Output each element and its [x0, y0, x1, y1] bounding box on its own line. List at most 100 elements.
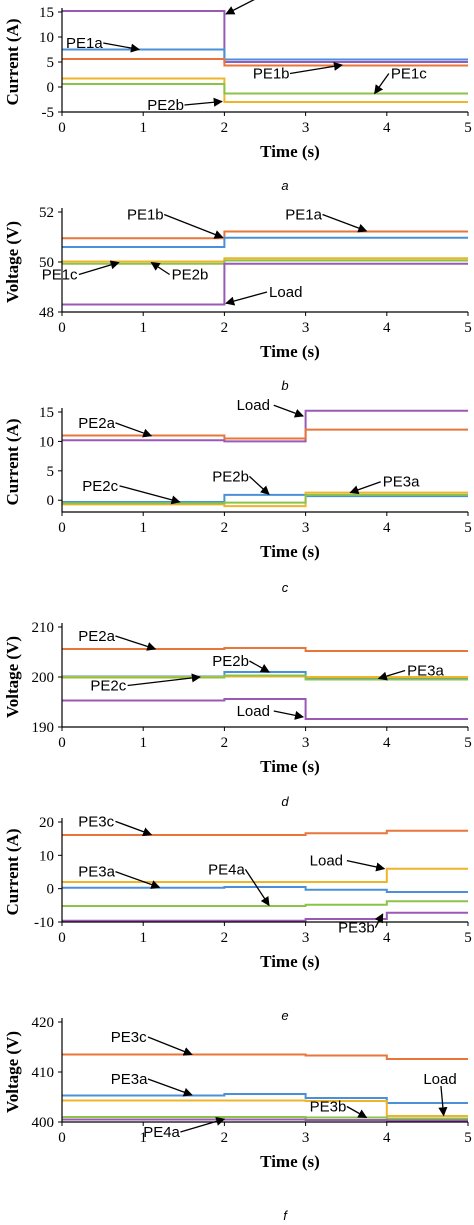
chart-panel-d: 0 1 2 3 4 5 190 200 210 Time (s) Voltage (V) PE2a PE…: [3, 620, 472, 809]
series-line-1: [62, 1053, 468, 1060]
annotation-label: PE2b: [147, 97, 184, 114]
annotation-label: PE2b: [212, 653, 249, 670]
series-line-5: [62, 262, 468, 306]
y-tick-label: -5: [42, 105, 55, 121]
annotation-label: PE2b: [212, 468, 249, 485]
x-axis-label: Time (s): [260, 342, 320, 361]
y-tick-label: -10: [34, 915, 54, 931]
panel-caption: b: [281, 378, 288, 393]
y-tick-label: 48: [39, 305, 54, 321]
y-tick-label: 10: [39, 30, 54, 46]
y-axis-label: Voltage (V): [3, 1031, 22, 1113]
x-tick-label: 3: [302, 1130, 310, 1146]
annotation-arrow: [349, 481, 381, 495]
y-tick-label: 420: [32, 1015, 55, 1031]
x-axis-label: Time (s): [260, 542, 320, 561]
x-tick-label: 2: [221, 520, 229, 536]
y-axis-label: Current (A): [3, 828, 22, 915]
y-tick-label: 0: [47, 882, 55, 898]
annotation-label: PE1a: [66, 35, 103, 52]
annotation-label: PE1b: [127, 207, 164, 224]
annotation-arrow: [184, 97, 223, 107]
annotation-arrow: [127, 673, 201, 687]
annotation-arrow: [115, 820, 153, 837]
x-tick-label: 1: [139, 320, 147, 336]
annotation-label: Load: [423, 1071, 456, 1088]
annotation-arrow: [147, 1036, 193, 1056]
y-tick-label: 200: [32, 670, 55, 686]
series-line-4: [62, 259, 468, 265]
x-tick-label: 1: [139, 120, 147, 136]
annotation-arrow: [289, 61, 344, 75]
annotation-label: PE3a: [383, 474, 420, 491]
annotation-label: PE2a: [78, 628, 115, 645]
x-tick-label: 4: [383, 520, 391, 536]
y-tick-label: 5: [47, 464, 55, 480]
x-tick-label: 2: [221, 930, 229, 946]
annotation-label: PE3b: [310, 1099, 347, 1116]
panel-caption: e: [281, 1008, 288, 1023]
annotation-arrow: [225, 291, 268, 306]
x-tick-label: 4: [383, 735, 391, 751]
x-axis-label: Time (s): [260, 142, 320, 161]
x-tick-label: 5: [464, 120, 472, 136]
annotation-arrow: [322, 213, 368, 233]
y-tick-label: 20: [39, 815, 54, 831]
x-tick-label: 0: [58, 320, 66, 336]
x-tick-label: 2: [221, 1130, 229, 1146]
y-tick-label: 0: [47, 80, 55, 96]
chart-panel-c: 0 1 2 3 4 5 0 5 10 15 Time (s) Current (A) Load PE2a P…: [3, 397, 472, 595]
annotation-arrow: [244, 868, 270, 907]
annotation-arrow: [346, 860, 386, 872]
x-tick-label: 3: [302, 520, 310, 536]
y-axis-label: Voltage (V): [3, 221, 22, 303]
annotation-label: PE1a: [285, 207, 322, 224]
annotation-arrow: [78, 260, 120, 276]
x-tick-label: 1: [139, 930, 147, 946]
series-line-4: [62, 1116, 468, 1120]
annotation-arrow: [346, 1105, 368, 1119]
series-line-2: [62, 428, 468, 440]
x-tick-label: 0: [58, 930, 66, 946]
annotation-label: PE2b: [172, 267, 209, 284]
series-line-5: [62, 698, 468, 720]
annotation-arrow: [438, 1085, 448, 1117]
annotation-arrow: [115, 871, 161, 889]
x-tick-label: 0: [58, 520, 66, 536]
y-axis-label: Current (A): [3, 18, 22, 105]
annotation-label: Load: [269, 0, 302, 2]
series-line-3: [62, 493, 468, 503]
series-line-2: [62, 867, 468, 883]
y-tick-label: 10: [39, 848, 54, 864]
panel-caption: c: [282, 580, 289, 595]
series-line-5: [62, 1118, 468, 1122]
y-tick-label: 15: [39, 5, 54, 21]
series-line-4: [62, 491, 468, 508]
x-axis-label: Time (s): [260, 952, 320, 971]
x-tick-label: 0: [58, 1130, 66, 1146]
annotation-label: Load: [310, 853, 343, 870]
y-tick-label: 50: [39, 255, 54, 271]
x-tick-label: 5: [464, 1130, 472, 1146]
annotation-label: PE3a: [111, 1071, 148, 1088]
y-tick-label: 0: [47, 493, 55, 509]
y-axis-label: Current (A): [3, 418, 22, 505]
annotation-arrow: [273, 404, 305, 418]
series-line-2: [62, 48, 468, 61]
x-tick-label: 3: [302, 930, 310, 946]
chart-panel-b: 0 1 2 3 4 5 48 50 52 Time (s) Voltage (V) PE1b PE1a P…: [3, 205, 472, 393]
x-tick-label: 4: [383, 930, 391, 946]
x-tick-label: 3: [302, 735, 310, 751]
annotation-label: PE2a: [78, 415, 115, 432]
annotation-arrow: [374, 73, 390, 95]
annotation-label: PE3b: [338, 920, 375, 937]
y-tick-label: 52: [39, 205, 54, 221]
series-line-3: [62, 58, 468, 67]
annotation-label: Load: [237, 703, 270, 720]
x-tick-label: 5: [464, 735, 472, 751]
annotation-label: PE4a: [143, 1124, 180, 1141]
x-tick-label: 3: [302, 320, 310, 336]
x-tick-label: 3: [302, 120, 310, 136]
